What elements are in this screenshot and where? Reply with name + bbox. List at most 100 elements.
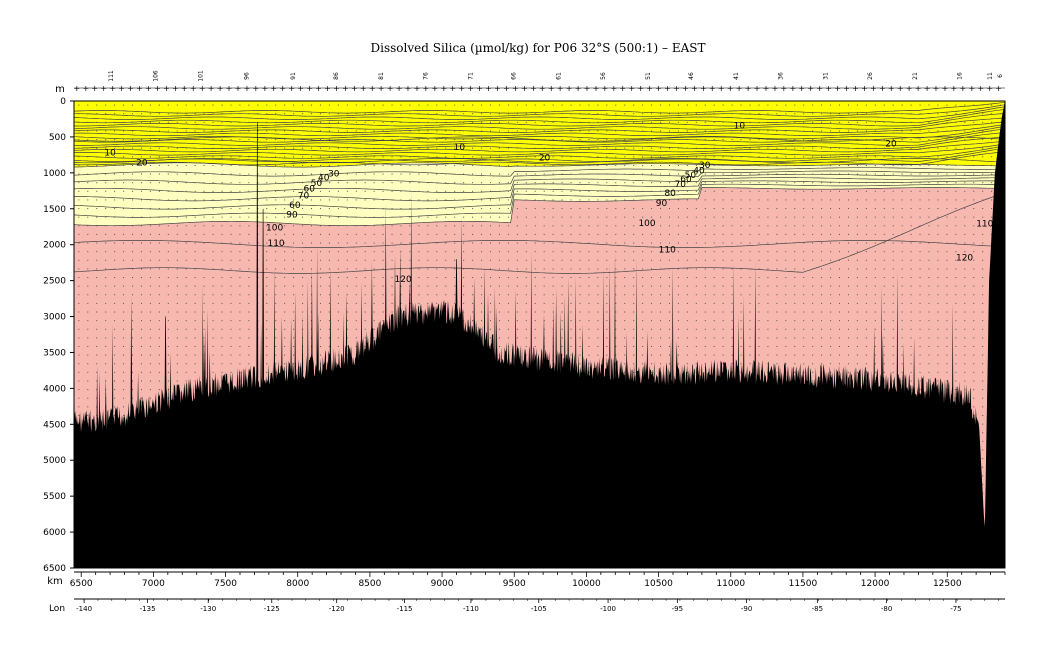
sample-dot <box>149 242 151 244</box>
sample-dot <box>409 277 411 279</box>
sample-dot <box>78 371 80 373</box>
sample-dot <box>472 268 474 270</box>
sample-dot <box>883 156 885 158</box>
sample-dot <box>391 173 393 175</box>
sample-dot <box>266 173 268 175</box>
sample-dot <box>588 354 590 356</box>
sample-dot <box>883 363 885 365</box>
sample-dot <box>695 113 697 115</box>
contour-line <box>73 109 1006 124</box>
sample-dot <box>642 216 644 218</box>
sample-dot <box>579 164 581 166</box>
sample-dot <box>525 208 527 210</box>
sample-dot <box>489 216 491 218</box>
sample-dot <box>570 268 572 270</box>
sample-dot <box>534 354 536 356</box>
sample-dot <box>319 104 321 106</box>
sample-dot <box>803 320 805 322</box>
sample-dot <box>856 130 858 132</box>
sample-dot <box>373 225 375 227</box>
sample-dot <box>507 345 509 347</box>
sample-dot <box>87 259 89 261</box>
sample-dot <box>409 302 411 304</box>
sample-dot <box>651 121 653 123</box>
contour-line <box>73 147 1006 162</box>
sample-dot <box>713 259 715 261</box>
sample-dot <box>633 277 635 279</box>
sample-dot <box>364 233 366 235</box>
sample-dot <box>552 225 554 227</box>
sample-dot <box>203 268 205 270</box>
sample-dot <box>794 354 796 356</box>
sample-dot <box>355 113 357 115</box>
sample-dot <box>293 328 295 330</box>
sample-dot <box>570 328 572 330</box>
sample-dot <box>856 371 858 373</box>
sample-dot <box>293 251 295 253</box>
sample-dot <box>203 139 205 141</box>
sample-dot <box>552 113 554 115</box>
sample-dot <box>203 233 205 235</box>
sample-dot <box>740 139 742 141</box>
sample-dot <box>543 233 545 235</box>
sample-dot <box>794 173 796 175</box>
sample-dot <box>677 242 679 244</box>
sample-dot <box>722 277 724 279</box>
sample-dot <box>731 337 733 339</box>
sample-dot <box>740 251 742 253</box>
sample-dot <box>185 328 187 330</box>
sample-dot <box>856 156 858 158</box>
sample-dot <box>489 139 491 141</box>
sample-dot <box>373 251 375 253</box>
sample-dot <box>830 147 832 149</box>
sample-dot <box>105 233 107 235</box>
sample-dot <box>704 190 706 192</box>
sample-dot <box>158 311 160 313</box>
sample-dot <box>606 173 608 175</box>
sample-dot <box>812 251 814 253</box>
sample-dot <box>660 259 662 261</box>
sample-dot <box>239 156 241 158</box>
sample-dot <box>185 302 187 304</box>
sample-dot <box>821 156 823 158</box>
sample-dot <box>794 242 796 244</box>
sample-dot <box>767 337 769 339</box>
sample-dot <box>176 242 178 244</box>
sample-dot <box>328 199 330 201</box>
sample-dot <box>507 164 509 166</box>
sample-dot <box>132 259 134 261</box>
sample-dot <box>248 285 250 287</box>
sample-dot <box>275 130 277 132</box>
sample-dot <box>892 139 894 141</box>
sample-dot <box>167 354 169 356</box>
sample-dot <box>624 182 626 184</box>
sample-dot <box>454 268 456 270</box>
sample-dot <box>382 251 384 253</box>
sample-dot <box>794 345 796 347</box>
sample-dot <box>651 337 653 339</box>
sample-dot <box>373 113 375 115</box>
sample-dot <box>311 225 313 227</box>
sample-dot <box>346 130 348 132</box>
sample-dot <box>847 363 849 365</box>
sample-dot <box>651 130 653 132</box>
sample-dot <box>821 130 823 132</box>
sample-dot <box>149 233 151 235</box>
sample-dot <box>364 225 366 227</box>
sample-dot <box>516 199 518 201</box>
sample-dot <box>597 121 599 123</box>
sample-dot <box>525 156 527 158</box>
sample-dot <box>123 302 125 304</box>
sample-dot <box>606 121 608 123</box>
sample-dot <box>722 208 724 210</box>
sample-dot <box>436 216 438 218</box>
sample-dot <box>257 130 259 132</box>
sample-dot <box>167 311 169 313</box>
sample-dot <box>78 337 80 339</box>
sample-dot <box>158 147 160 149</box>
sample-dot <box>319 242 321 244</box>
sample-dot <box>194 121 196 123</box>
sample-dot <box>615 121 617 123</box>
sample-dot <box>651 216 653 218</box>
sample-dot <box>418 268 420 270</box>
